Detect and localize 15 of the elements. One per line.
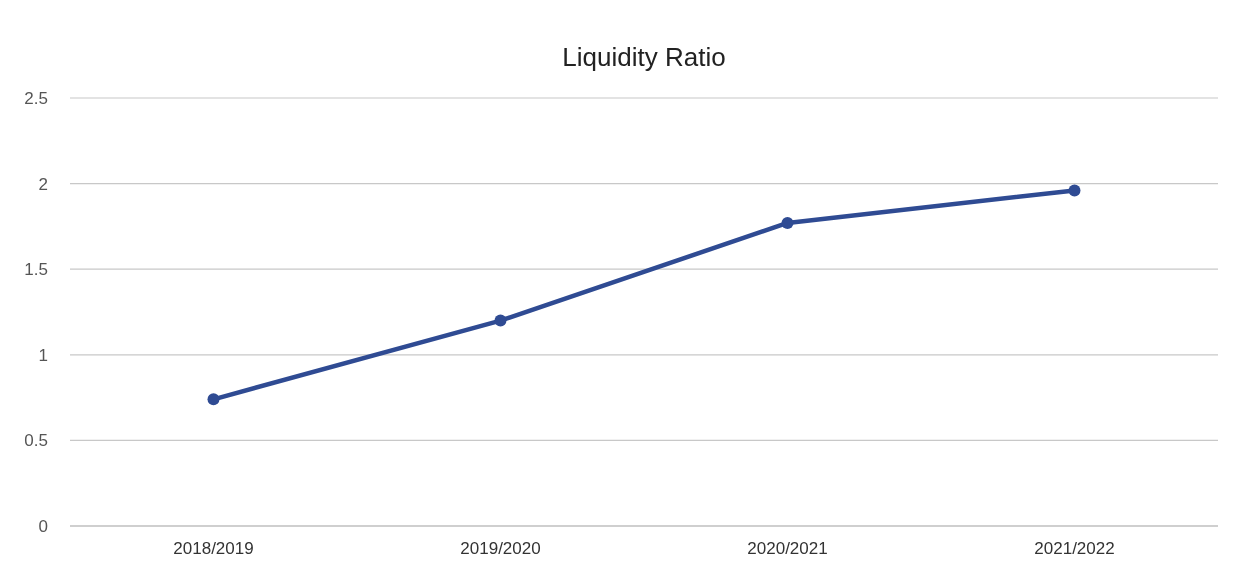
point — [781, 216, 794, 229]
x-tick-label: 2021/2022 — [1034, 539, 1115, 558]
y-tick-label: 2.5 — [24, 88, 48, 108]
point — [494, 314, 507, 327]
x-tick-label: 2020/2021 — [747, 539, 828, 558]
chart-title: Liquidity Ratio — [562, 42, 726, 72]
x-tick-label: 2019/2020 — [460, 539, 541, 558]
y-tick-label: 0 — [38, 516, 48, 536]
y-tick-label: 1.5 — [24, 260, 48, 280]
x-tick-label: 2018/2019 — [173, 539, 254, 558]
point — [1068, 184, 1081, 197]
y-tick-label: 2 — [38, 174, 48, 194]
y-tick-label: 0.5 — [24, 431, 48, 451]
y-tick-label: 1 — [38, 345, 48, 365]
point — [207, 393, 220, 406]
